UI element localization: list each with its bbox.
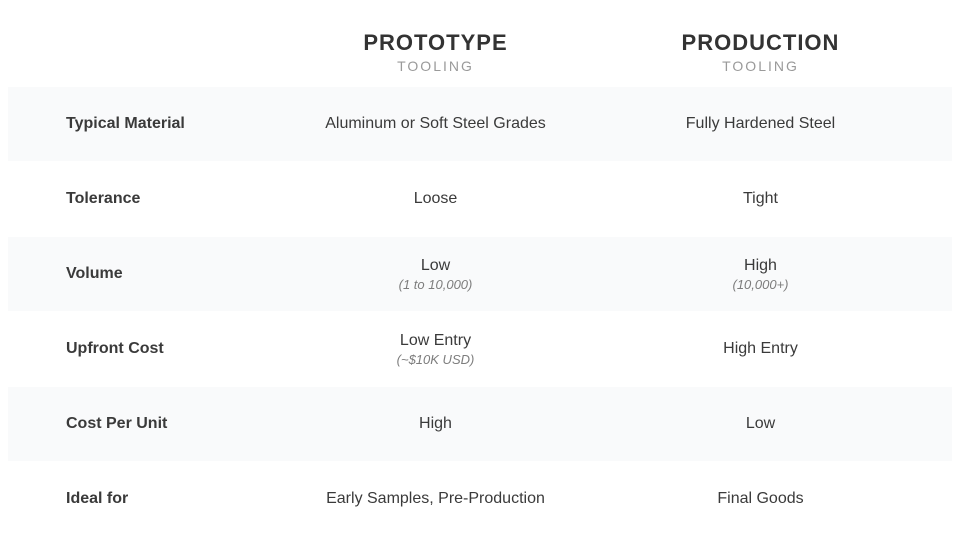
value-main: Low: [273, 257, 598, 275]
comparison-table: PROTOTYPE TOOLING PRODUCTION TOOLING Typ…: [0, 0, 960, 560]
row-value-prototype: Loose: [273, 190, 598, 208]
header-prototype-title: PROTOTYPE: [273, 30, 598, 56]
row-label: Cost Per Unit: [8, 415, 273, 433]
row-label: Tolerance: [8, 190, 273, 208]
row-value-production: Fully Hardened Steel: [598, 115, 923, 133]
value-note: (~$10K USD): [273, 352, 598, 367]
row-label: Volume: [8, 265, 273, 283]
table-row: Typical Material Aluminum or Soft Steel …: [8, 86, 952, 161]
row-value-prototype: High: [273, 415, 598, 433]
header-production: PRODUCTION TOOLING: [598, 30, 923, 74]
value-main: Early Samples, Pre-Production: [273, 490, 598, 508]
row-value-production: Low: [598, 415, 923, 433]
header-prototype-subtitle: TOOLING: [273, 58, 598, 74]
row-label: Ideal for: [8, 490, 273, 508]
row-value-prototype: Low Entry (~$10K USD): [273, 332, 598, 367]
row-value-prototype: Aluminum or Soft Steel Grades: [273, 115, 598, 133]
table-row: Volume Low (1 to 10,000) High (10,000+): [8, 236, 952, 311]
row-value-production: Tight: [598, 190, 923, 208]
header-production-title: PRODUCTION: [598, 30, 923, 56]
value-main: High: [598, 257, 923, 275]
row-label: Typical Material: [8, 115, 273, 133]
value-main: Final Goods: [598, 490, 923, 508]
row-value-production: High Entry: [598, 340, 923, 358]
row-value-production: Final Goods: [598, 490, 923, 508]
row-label: Upfront Cost: [8, 340, 273, 358]
value-main: High: [273, 415, 598, 433]
value-main: Tight: [598, 190, 923, 208]
table-row: Ideal for Early Samples, Pre-Production …: [8, 461, 952, 536]
table-row: Tolerance Loose Tight: [8, 161, 952, 236]
value-main: Fully Hardened Steel: [598, 115, 923, 133]
row-value-production: High (10,000+): [598, 257, 923, 292]
value-main: Aluminum or Soft Steel Grades: [273, 115, 598, 133]
value-main: Low Entry: [273, 332, 598, 350]
table-header-row: PROTOTYPE TOOLING PRODUCTION TOOLING: [8, 18, 952, 86]
table-row: Upfront Cost Low Entry (~$10K USD) High …: [8, 311, 952, 386]
row-value-prototype: Early Samples, Pre-Production: [273, 490, 598, 508]
value-main: Low: [598, 415, 923, 433]
value-main: High Entry: [598, 340, 923, 358]
header-prototype: PROTOTYPE TOOLING: [273, 30, 598, 74]
row-value-prototype: Low (1 to 10,000): [273, 257, 598, 292]
table-row: Cost Per Unit High Low: [8, 386, 952, 461]
value-note: (10,000+): [598, 277, 923, 292]
header-production-subtitle: TOOLING: [598, 58, 923, 74]
value-main: Loose: [273, 190, 598, 208]
value-note: (1 to 10,000): [273, 277, 598, 292]
